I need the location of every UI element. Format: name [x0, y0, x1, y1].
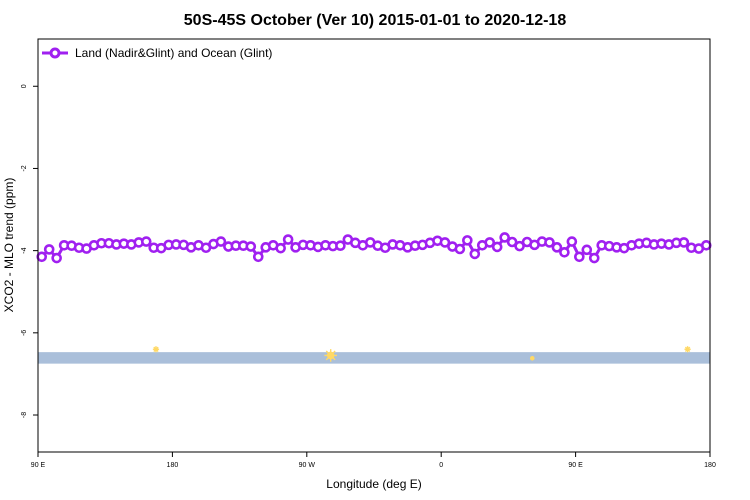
x-axis-label: Longitude (deg E): [326, 477, 421, 491]
land-band: [38, 352, 710, 364]
data-point: [544, 237, 555, 248]
land-marker: [324, 349, 337, 362]
data-point: [574, 251, 585, 263]
data-point: [469, 248, 481, 260]
data-point: [566, 236, 578, 247]
x-tick-label: 90 W: [299, 462, 316, 469]
x-tick-label: 180: [167, 462, 179, 469]
land-marker: [529, 356, 535, 361]
data-point: [275, 242, 286, 254]
data-point: [43, 244, 55, 255]
data-point: [514, 240, 525, 252]
data-point: [506, 236, 518, 248]
plot-frame: [37, 38, 711, 453]
y-axis: 0 -2 -4 -6 -8: [21, 84, 38, 418]
data-point: [484, 237, 496, 248]
data-point: [245, 241, 257, 252]
data-point: [462, 235, 473, 246]
chart-title: 50S-45S October (Ver 10) 2015-01-01 to 2…: [184, 12, 567, 29]
data-point: [36, 251, 48, 263]
data-point: [559, 246, 570, 258]
y-tick-label: -2: [21, 165, 28, 171]
data-point: [439, 237, 451, 248]
data-point: [678, 237, 690, 248]
land-marker: [152, 346, 160, 353]
x-axis: 90 E 180 90 W 0 90 E 180: [31, 452, 716, 469]
y-tick-label: 0: [21, 84, 28, 88]
y-tick-label: -4: [21, 247, 28, 253]
data-point: [581, 244, 593, 256]
legend: Land (Nadir&Glint) and Ocean (Glint): [42, 46, 272, 60]
data-point: [51, 252, 62, 264]
y-axis-label: XCO2 - MLO trend (ppm): [2, 178, 16, 313]
data-point: [551, 242, 563, 253]
data-point: [499, 232, 510, 243]
data-point: [454, 243, 466, 255]
data-point: [491, 241, 503, 253]
data-point: [282, 234, 294, 245]
data-point: [215, 236, 227, 247]
data-point: [140, 236, 152, 247]
x-tick-label: 90 E: [31, 462, 46, 469]
y-tick-label: -6: [21, 330, 28, 336]
data-point: [700, 239, 712, 251]
data-point: [588, 252, 600, 264]
x-tick-label: 180: [704, 462, 716, 469]
land-marker: [684, 346, 691, 353]
y-tick-label: -8: [21, 412, 28, 418]
legend-marker: [49, 47, 61, 59]
data-point: [252, 251, 264, 263]
x-tick-label: 0: [439, 462, 443, 469]
data-point: [335, 240, 346, 252]
plot-area: [36, 232, 712, 364]
legend-label: Land (Nadir&Glint) and Ocean (Glint): [75, 46, 272, 60]
x-tick-label: 90 E: [568, 462, 583, 469]
